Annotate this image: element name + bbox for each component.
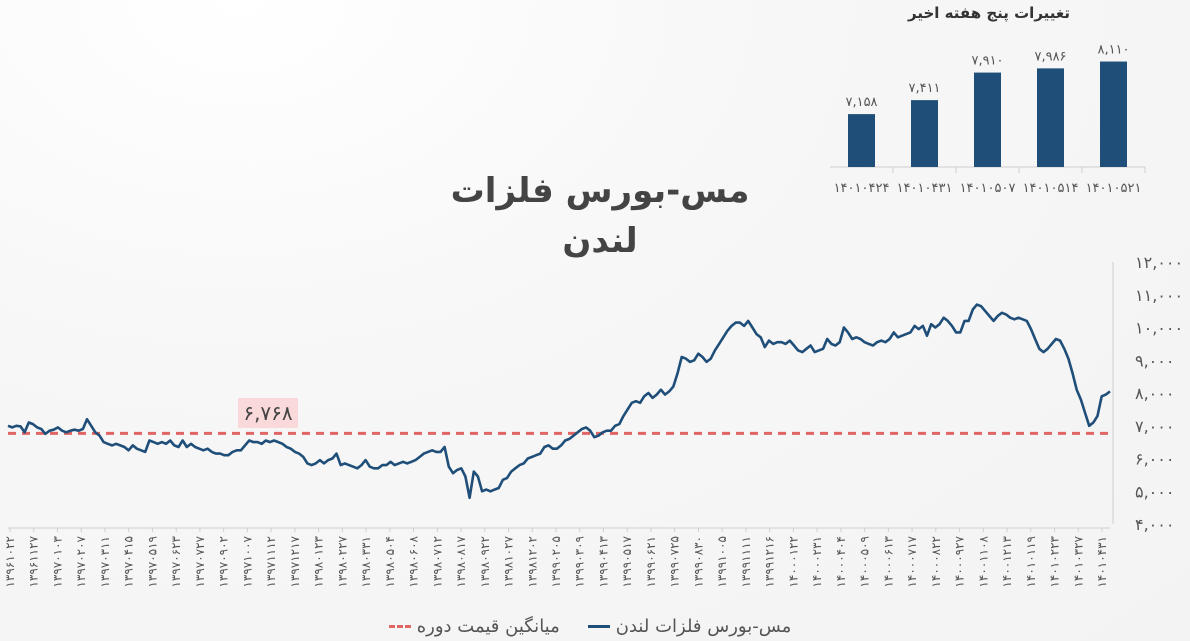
x-tick-label: ۱۳۹۸۰۳۳۱ xyxy=(359,536,373,588)
y-tick-label: ۱۲,۰۰۰ xyxy=(1135,253,1183,272)
x-tick-label: ۱۳۹۹۱۱۱۱ xyxy=(739,536,753,588)
y-tick-label: ۷,۰۰۰ xyxy=(1135,417,1174,436)
x-tick-label: ۱۳۹۹۰۳۰۹ xyxy=(573,536,587,588)
x-tick-label: ۱۳۹۹۰۷۲۵ xyxy=(668,536,682,588)
y-tick-label: ۱۰,۰۰۰ xyxy=(1135,319,1183,338)
y-tick-label: ۱۱,۰۰۰ xyxy=(1135,286,1183,305)
inset-chart-title: تغییرات پنج هفته اخیر xyxy=(908,4,1070,22)
x-tick-label: ۱۳۹۷۰۶۲۳ xyxy=(169,535,183,587)
x-tick-label: ۱۳۹۷۰۱۰۳ xyxy=(50,535,64,587)
x-tick-label: ۱۳۹۹۰۴۱۳ xyxy=(596,535,610,587)
x-tick-label: ۱۳۹۸۰۲۲۷ xyxy=(335,535,349,587)
x-tick-label: ۱۴۰۱۰۳۲۷ xyxy=(1071,535,1085,587)
x-tick-label: ۱۴۰۰۰۹۲۷ xyxy=(953,535,967,587)
x-tick-label: ۱۴۰۱۰۲۲۳ xyxy=(1048,535,1062,587)
x-tick-label: ۱۳۹۹۱۲۱۶ xyxy=(763,536,777,588)
x-tick-label: ۱۳۹۷۰۷۲۷ xyxy=(193,535,207,587)
x-tick-label: ۱۴۰۰۰۵۰۹ xyxy=(858,536,872,588)
inset-bar xyxy=(1100,61,1127,167)
y-tick-label: ۸,۰۰۰ xyxy=(1135,384,1174,403)
x-tick-label: ۱۳۹۷۰۳۱۱ xyxy=(98,536,112,588)
x-tick-label: ۱۳۹۷۰۵۱۹ xyxy=(145,536,159,588)
x-tick-label: ۱۳۹۹۰۶۲۱ xyxy=(644,536,658,588)
x-tick-label: ۱۳۹۹۰۲۰۵ xyxy=(549,536,563,588)
legend-average-swatch xyxy=(388,624,411,628)
x-tick-label: ۱۳۹۸۰۷۱۲ xyxy=(430,536,444,588)
x-tick-label: ۱۴۰۰۰۴۰۴ xyxy=(834,536,848,588)
legend-average-label: میانگین قیمت دوره xyxy=(416,615,560,637)
x-tick-label: ۱۴۰۰۰۸۲۲ xyxy=(929,536,943,588)
inset-bar xyxy=(848,114,875,167)
x-tick-label: ۱۳۹۷۰۲۰۷ xyxy=(74,535,88,587)
inset-bar-value-label: ۷,۱۵۸ xyxy=(845,95,877,110)
x-tick-label: ۱۳۹۷۰۹۰۲ xyxy=(217,536,231,588)
x-tick-label: ۱۴۰۰۰۲۳۱ xyxy=(810,536,824,588)
y-tick-label: ۶,۰۰۰ xyxy=(1135,450,1174,469)
inset-bar xyxy=(1037,68,1064,167)
inset-category-label: ۱۴۰۱۰۴۳۱ xyxy=(897,181,953,196)
inset-bar xyxy=(974,72,1001,167)
x-tick-label: ۱۴۰۰۱۱۰۸ xyxy=(976,535,990,587)
y-tick-label: ۹,۰۰۰ xyxy=(1135,351,1174,370)
x-tick-label: ۱۳۹۸۰۱۲۳ xyxy=(312,535,326,587)
average-line-group: ۶,۷۶۸ xyxy=(8,398,1110,435)
inset-bar-value-label: ۷,۹۱۰ xyxy=(971,54,1003,69)
legend-item-series: مس-بورس فلزات لندن xyxy=(587,615,792,637)
inset-bar-chart: ۸,۱۱۰ ۱۴۰۱۰۵۲۱ ۷,۹۸۶ ۱۴۰۱۰۵۱۴ ۷,۹۱۰ ۱۴۰۱۰۵۰۷ ۷… xyxy=(830,43,1146,196)
inset-bar-value-label: ۷,۴۱۱ xyxy=(908,81,940,96)
x-tick-label: ۱۴۰۰۰۷۱۷ xyxy=(905,535,919,587)
x-axis: ۱۳۹۶۱۰۲۲ ۱۳۹۶۱۱۲۷ ۱۳۹۷۰۱۰۳ ۱۳۹۷۰۲۰۷ ۱۳۹۷۰۳۱۱… xyxy=(3,527,1110,588)
inset-bar xyxy=(911,100,938,167)
x-tick-label: ۱۴۰۱۰۴۳۱ xyxy=(1095,536,1109,588)
x-tick-label: ۱۳۹۷۱۰۰۷ xyxy=(240,535,254,587)
inset-bar-value-label: ۸,۱۱۰ xyxy=(1097,43,1129,58)
y-tick-label: ۴,۰۰۰ xyxy=(1135,515,1174,534)
x-tick-label: ۱۳۹۹۱۰۰۵ xyxy=(715,536,729,588)
x-tick-label: ۱۳۹۷۱۲۱۷ xyxy=(288,535,302,587)
inset-category-label: ۱۴۰۱۰۴۲۴ xyxy=(834,181,890,196)
x-tick-label: ۱۳۹۶۱۱۲۷ xyxy=(27,535,41,587)
series-line-lme-copper xyxy=(7,303,1111,500)
x-tick-label: ۱۳۹۹۰۸۳۰ xyxy=(691,536,705,588)
x-tick-label: ۱۳۹۸۱۲۰۲ xyxy=(525,536,539,588)
legend-series-label: مس-بورس فلزات لندن xyxy=(615,615,792,637)
x-tick-label: ۱۳۹۷۰۴۱۵ xyxy=(122,536,136,588)
x-tick-label: ۱۳۹۸۰۸۱۷ xyxy=(454,535,468,587)
x-tick-label: ۱۴۰۰۱۲۱۳ xyxy=(1000,535,1014,587)
x-tick-label: ۱۳۹۷۱۱۱۲ xyxy=(264,536,278,588)
inset-category-label: ۱۴۰۱۰۵۱۴ xyxy=(1023,181,1079,196)
x-tick-label: ۱۴۰۱۰۱۱۹ xyxy=(1024,536,1038,588)
average-label-box xyxy=(238,398,298,428)
y-tick-label: ۵,۰۰۰ xyxy=(1135,482,1174,501)
average-label: ۶,۷۶۸ xyxy=(243,401,293,425)
chart-title: مس-بورس فلزات لندن xyxy=(450,171,750,261)
x-tick-label: ۱۳۹۸۱۰۲۷ xyxy=(502,535,516,587)
y-axis: ۱۲,۰۰۰ ۱۱,۰۰۰ ۱۰,۰۰۰ ۹,۰۰۰ ۸,۰۰۰ ۷,۰۰۰ ۶,۰۰۰ ۵,… xyxy=(1112,253,1183,534)
x-tick-label: ۱۳۹۸۰۹۲۲ xyxy=(478,536,492,588)
x-tick-label: ۱۳۹۶۱۰۲۲ xyxy=(3,536,17,588)
legend-item-average: میانگین قیمت دوره xyxy=(388,615,560,637)
x-tick-label: ۱۴۰۰۰۱۲۲ xyxy=(786,536,800,588)
x-tick-label: ۱۳۹۹۰۵۱۷ xyxy=(620,535,634,587)
inset-category-label: ۱۴۰۱۰۵۲۱ xyxy=(1086,181,1142,196)
legend: مس-بورس فلزات لندن میانگین قیمت دوره xyxy=(360,612,820,640)
x-tick-label: ۱۴۰۰۰۶۱۳ xyxy=(881,535,895,587)
legend-series-swatch xyxy=(587,624,610,628)
x-tick-label: ۱۳۹۸۰۵۰۴ xyxy=(383,536,397,588)
inset-category-label: ۱۴۰۱۰۵۰۷ xyxy=(960,181,1016,196)
inset-bar-value-label: ۷,۹۸۶ xyxy=(1034,49,1066,64)
series-group xyxy=(7,303,1111,500)
x-tick-label: ۱۳۹۸۰۶۰۸ xyxy=(407,535,421,587)
